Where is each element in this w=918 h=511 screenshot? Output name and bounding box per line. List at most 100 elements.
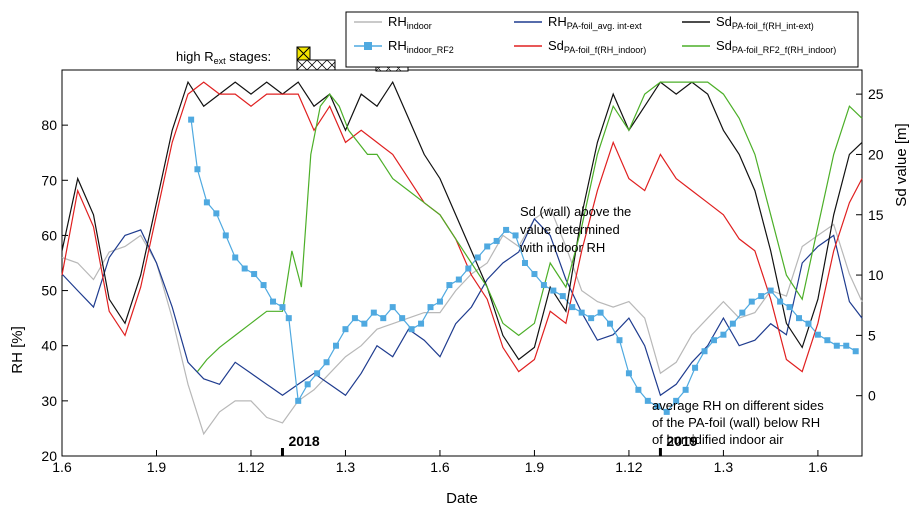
x-tick-label: 1.6 <box>430 459 450 475</box>
rh-indoor-rf2-marker <box>531 271 538 278</box>
rh-indoor-rf2-marker <box>758 293 765 300</box>
right-tick-label: 25 <box>868 86 884 102</box>
x-tick-label: 1.9 <box>147 459 167 475</box>
stage-bar-2019-hatch <box>375 65 402 72</box>
y-axis-title-left: RH [%] <box>9 326 26 374</box>
y-axis-title-right: Sd value [m] <box>893 123 910 206</box>
rh-indoor-rf2-marker <box>314 370 321 377</box>
legend-label: RHPA-foil_avg. int-ext <box>548 14 642 31</box>
rh-indoor-rf2-marker <box>194 166 201 173</box>
rh-indoor-rf2-marker <box>824 337 831 344</box>
sd-note-line-2: value determined <box>520 222 620 237</box>
rh-indoor-rf2-marker <box>446 282 453 289</box>
rh-indoor-rf2-marker <box>304 381 311 388</box>
x-tick-label: 1.12 <box>237 459 264 475</box>
rh-note-line-2: of the PA-foil (wall) below RH <box>652 415 820 430</box>
rh-indoor-rf2-marker <box>241 265 248 272</box>
rh-indoor-rf2-marker <box>597 309 604 316</box>
x-tick-label: 1.6 <box>808 459 828 475</box>
sd-note-line-3: with indoor RH <box>519 240 605 255</box>
rh-indoor-rf2-marker <box>767 287 774 294</box>
rh-indoor-rf2-marker <box>521 260 528 266</box>
high-rext-stages: high Rext stages: <box>176 46 409 72</box>
plot-area-frame <box>61 69 863 457</box>
right-tick-label: 15 <box>868 207 884 223</box>
rh-indoor-rf2-marker <box>701 348 708 355</box>
left-tick-label: 40 <box>41 338 57 354</box>
rh-indoor-rf2-marker <box>625 370 632 377</box>
left-tick-label: 50 <box>41 283 57 299</box>
rh-indoor-rf2-marker <box>399 315 406 322</box>
rh-indoor-rf2-marker <box>663 408 670 415</box>
rh-indoor-rf2-marker <box>644 397 651 404</box>
rh-indoor-rf2-marker <box>370 309 377 316</box>
rh-indoor-rf2-marker <box>493 237 500 244</box>
legend: RHindoor RHindoor_RF2 RHPA-foil_avg. int-e… <box>345 11 859 68</box>
right-tick-label: 0 <box>868 388 876 404</box>
series-line <box>61 206 863 436</box>
legend-box <box>345 11 859 68</box>
rh-indoor-rf2-marker <box>578 309 585 316</box>
rh-indoor-rf2-marker <box>540 282 547 289</box>
x-tick-label: 1.12 <box>615 459 642 475</box>
rh-indoor-rf2-marker <box>729 320 736 327</box>
rh-indoor-rf2-marker <box>805 320 812 327</box>
rh-indoor-rf2-marker <box>323 359 330 366</box>
rh-note-line-1: average RH on different sides <box>652 398 824 413</box>
stage-legend-hatch <box>296 46 311 61</box>
rh-indoor-rf2-marker <box>692 364 699 371</box>
rh-indoor-rf2-marker <box>616 337 623 344</box>
legend-label: SdPA-foil_f(RH_indoor) <box>548 38 646 55</box>
rh-indoor-rf2-marker <box>188 116 195 123</box>
rh-indoor-rf2-marker <box>285 315 292 322</box>
rh-indoor-rf2-marker <box>474 254 481 261</box>
left-tick-label: 70 <box>41 172 57 188</box>
x-tick-label: 1.6 <box>52 459 72 475</box>
rh-indoor-rf2-marker <box>389 304 396 311</box>
rh-indoor-rf2-marker <box>710 337 717 344</box>
series-layer <box>61 80 863 436</box>
rh-indoor-rf2-marker <box>682 386 689 393</box>
right-tick-label: 10 <box>868 267 884 283</box>
rh-indoor-rf2-marker <box>654 403 661 410</box>
x-tick-label: 1.3 <box>714 459 734 475</box>
x-axis: 1.6 1.9 1.12 1.3 1.6 1.9 1.12 1.3 1.6 2018 2019 <box>52 433 828 475</box>
left-tick-label: 80 <box>41 117 57 133</box>
rh-indoor-rf2-marker <box>203 199 210 206</box>
rh-indoor-rf2-marker <box>720 331 727 338</box>
rh-indoor-rf2-marker <box>843 342 850 349</box>
rh-indoor-rf2-marker <box>673 397 680 404</box>
series-line <box>196 81 863 372</box>
stages-label: high Rext stages: <box>176 49 271 66</box>
year-marker-label: 2018 <box>288 433 319 449</box>
rh-indoor-rf2-marker <box>342 326 349 333</box>
sd-note-line-1: Sd (wall) above the <box>520 204 631 219</box>
rh-indoor-rf2-marker <box>361 320 368 327</box>
rh-indoor-rf2-marker <box>503 226 510 233</box>
rh-indoor-rf2-marker <box>607 320 614 327</box>
legend-label: RHindoor <box>388 14 432 31</box>
rh-indoor-rf2-marker <box>796 315 803 322</box>
legend-label: RHindoor_RF2 <box>388 38 454 55</box>
left-axis: 20 30 40 50 60 70 80 <box>41 117 68 464</box>
rh-indoor-rf2-marker <box>351 315 358 322</box>
series-line <box>61 217 863 397</box>
rh-indoor-rf2-marker <box>418 320 425 327</box>
right-tick-label: 5 <box>868 327 876 343</box>
rh-indoor-rf2-marker <box>833 342 840 349</box>
stage-bar-2018 <box>296 59 336 71</box>
rh-indoor-rf2-marker <box>427 304 434 311</box>
rh-indoor-rf2-marker <box>408 326 415 333</box>
left-tick-label: 20 <box>41 448 57 464</box>
rh-indoor-rf2-marker <box>484 243 491 250</box>
legend-label: SdPA-foil_f(RH_int-ext) <box>716 14 814 31</box>
rh-indoor-rf2-marker <box>232 254 239 261</box>
rh-indoor-rf2-marker <box>251 271 258 278</box>
rh-indoor-rf2-marker <box>333 342 340 349</box>
rh-indoor-rf2-marker <box>635 386 642 393</box>
x-axis-title: Date <box>446 490 478 507</box>
rh-indoor-rf2-marker <box>777 298 784 305</box>
rh-indoor-rf2-marker <box>814 331 821 338</box>
rh-indoor-rf2-marker <box>465 265 472 272</box>
rh-indoor-rf2-marker <box>436 298 443 305</box>
